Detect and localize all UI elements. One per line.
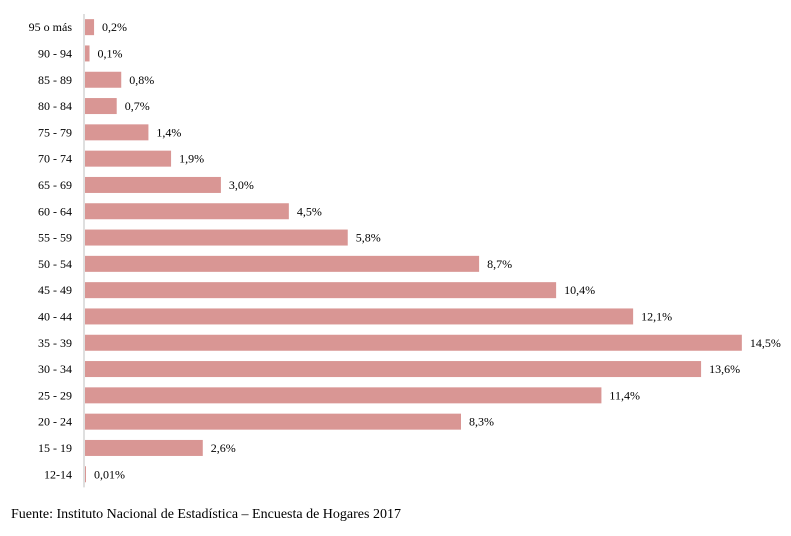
category-label: 55 - 59: [38, 231, 72, 245]
bars-group: [85, 19, 742, 483]
category-label: 40 - 44: [38, 309, 72, 323]
value-label: 1,4%: [156, 125, 181, 139]
bar-16: [85, 439, 203, 456]
value-label: 13,6%: [709, 362, 740, 376]
bar-12: [85, 334, 742, 351]
category-label: 25 - 29: [38, 388, 72, 402]
value-label: 11,4%: [609, 388, 640, 402]
category-label: 12-14: [44, 467, 72, 481]
value-label: 0,1%: [98, 46, 123, 60]
value-label: 0,01%: [94, 467, 125, 481]
value-label: 3,0%: [229, 178, 254, 192]
bar-0: [85, 19, 95, 36]
value-label: 10,4%: [564, 283, 595, 297]
bar-5: [85, 150, 172, 167]
value-label: 14,5%: [750, 336, 781, 350]
value-label: 0,7%: [125, 99, 150, 113]
category-label: 60 - 64: [38, 204, 72, 218]
value-label: 0,2%: [102, 20, 127, 34]
bar-14: [85, 387, 602, 404]
bar-3: [85, 98, 117, 115]
bar-9: [85, 255, 480, 272]
category-label: 15 - 19: [38, 441, 72, 455]
bar-6: [85, 176, 221, 193]
category-label: 75 - 79: [38, 125, 72, 139]
bar-2: [85, 71, 122, 88]
bar-17: [85, 466, 86, 483]
bar-7: [85, 203, 289, 220]
category-label: 80 - 84: [38, 99, 72, 113]
value-label: 12,1%: [641, 309, 672, 323]
category-label: 30 - 34: [38, 362, 72, 376]
category-label: 45 - 49: [38, 283, 72, 297]
bar-10: [85, 282, 557, 299]
bar-8: [85, 229, 348, 246]
category-label: 70 - 74: [38, 152, 72, 166]
value-label: 1,9%: [179, 152, 204, 166]
category-label: 95 o más: [29, 20, 73, 34]
value-label: 5,8%: [356, 231, 381, 245]
value-labels-group: 0,2% 0,1% 0,8% 0,7% 1,4% 1,9% 3,0% 4,5% 5,8% 8,7%…: [94, 20, 781, 481]
value-label: 4,5%: [297, 204, 322, 218]
bar-1: [85, 45, 90, 62]
category-label: 35 - 39: [38, 336, 72, 350]
category-labels-group: 95 o más 90 - 94 85 - 89 80 - 84 75 - 79 70 -…: [29, 20, 73, 481]
category-label: 65 - 69: [38, 178, 72, 192]
value-label: 8,3%: [469, 415, 494, 429]
bar-chart: 95 o más 90 - 94 85 - 89 80 - 84 75 - 79 70 -…: [29, 14, 781, 488]
value-label: 8,7%: [487, 257, 512, 271]
bar-13: [85, 361, 702, 378]
source-note: Fuente: Instituto Nacional de Estadístic…: [11, 507, 401, 522]
bar-11: [85, 308, 634, 325]
bar-15: [85, 413, 461, 430]
category-label: 90 - 94: [38, 46, 72, 60]
category-label: 20 - 24: [38, 415, 72, 429]
value-label: 2,6%: [211, 441, 236, 455]
value-label: 0,8%: [129, 73, 154, 87]
category-label: 85 - 89: [38, 73, 72, 87]
category-label: 50 - 54: [38, 257, 72, 271]
bar-4: [85, 124, 149, 141]
